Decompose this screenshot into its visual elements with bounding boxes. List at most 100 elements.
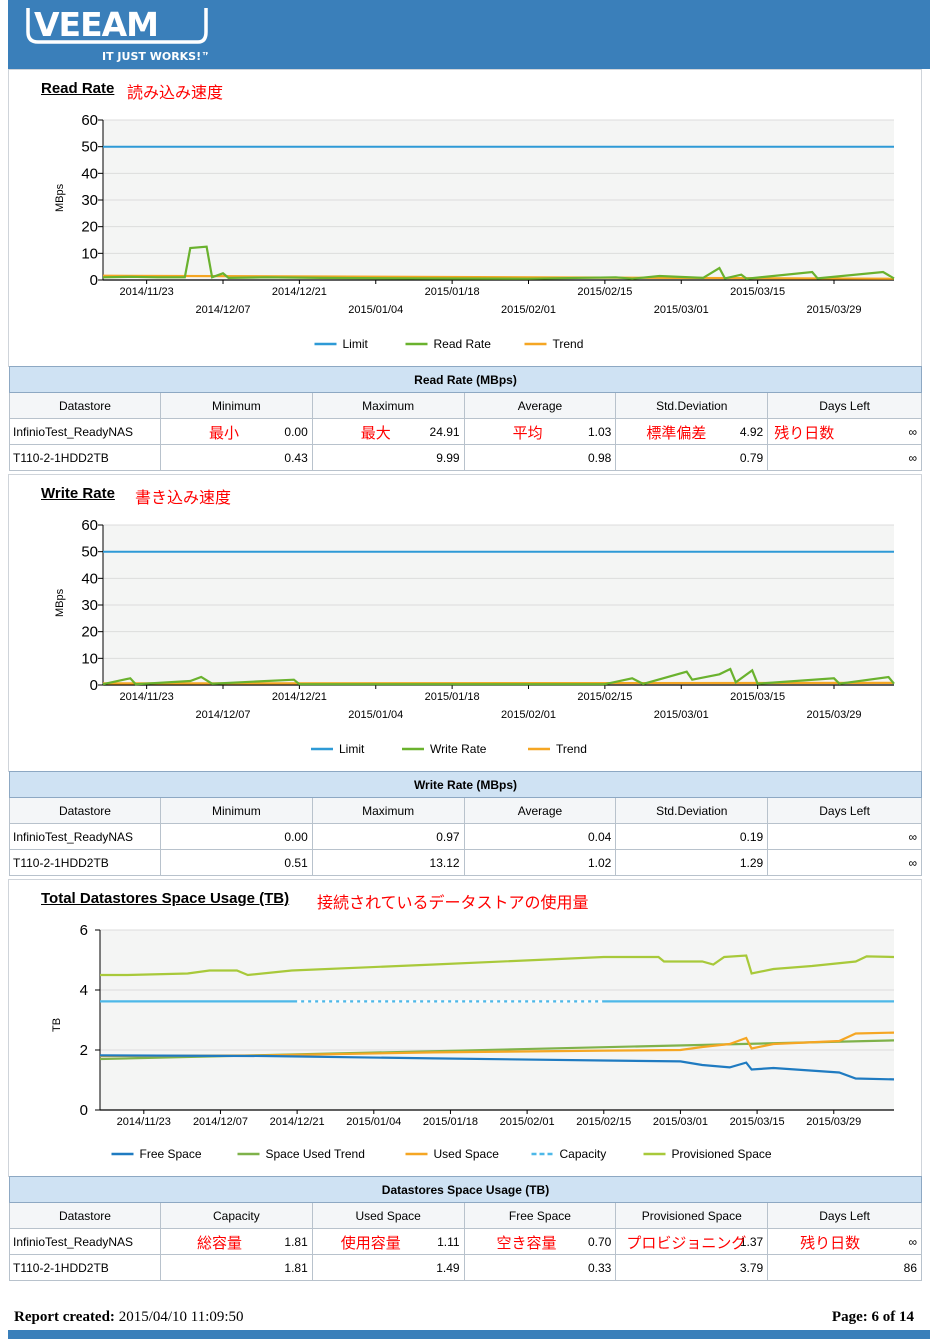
cell-capacity: 1.81 [159, 1254, 313, 1281]
x-tick-label: 2015/03/01 [654, 304, 709, 316]
table-row: InfinioTest_ReadyNAS 0.00 0.97 0.04 0.19… [9, 823, 922, 850]
x-tick-label: 2015/03/15 [730, 691, 785, 703]
x-tick-label: 2015/02/01 [500, 1116, 555, 1128]
col-header: Datastore [9, 797, 161, 824]
y-tick-label: 30 [81, 597, 98, 614]
y-tick-label: 0 [90, 272, 98, 289]
y-tick-label: 30 [81, 192, 98, 209]
annot-free-space: 空き容量 [496, 1234, 557, 1252]
logo-wordmark: VEEAM [34, 5, 158, 44]
col-header: Maximum [311, 392, 465, 419]
cell-datastore: T110-2-1HDD2TB [9, 849, 161, 876]
x-tick-label: 2015/03/01 [653, 1116, 708, 1128]
x-tick-label: 2015/01/04 [346, 1116, 401, 1128]
x-tick-label: 2015/01/04 [348, 709, 403, 721]
report-header: VEEAM IT JUST WORKS!™ [8, 0, 930, 69]
y-tick-label: 4 [80, 982, 88, 999]
cell-capacity: 総容量 1.81 [159, 1228, 313, 1255]
cell-minimum: 0.43 [159, 444, 313, 471]
read-rate-chart: 0 10 20 30 40 50 60 MBps 2014/11/23 2014/12/21 201… [54, 112, 895, 351]
legend-label-limit: Limit [343, 337, 369, 351]
page-of: of [882, 1309, 896, 1325]
legend-label-limit: Limit [339, 742, 365, 756]
x-tick-label: 2015/02/01 [501, 304, 556, 316]
legend-label-read-rate: Read Rate [434, 337, 492, 351]
table-row: InfinioTest_ReadyNAS 総容量 1.81 使用容量 1.11 空き… [9, 1228, 922, 1255]
table-header-row: Datastore Minimum Maximum Average Std.De… [9, 392, 922, 419]
y-tick-label: 40 [81, 165, 98, 182]
x-tick-label: 2015/01/04 [348, 304, 403, 316]
cell-value: 1.37 [739, 1234, 764, 1249]
report-created: Report created: 2015/04/10 11:09:50 [14, 1309, 244, 1326]
y-axis-label: TB [51, 1018, 63, 1032]
cell-value: 24.91 [429, 424, 460, 439]
read-rate-annotation: 読み込み速度 [127, 83, 224, 102]
cell-maximum: 0.97 [311, 823, 465, 850]
annot-stddev: 標準偏差 [646, 424, 707, 442]
x-tick-label: 2015/02/15 [577, 691, 632, 703]
x-tick-label: 2015/03/29 [806, 1116, 861, 1128]
cell-free-space: 空き容量 0.70 [463, 1228, 617, 1255]
y-tick-label: 50 [81, 139, 98, 156]
page-indicator: Page: 6 of 14 [832, 1309, 914, 1326]
col-header: Datastore [9, 392, 161, 419]
y-tick-label: 40 [81, 570, 98, 587]
cell-value: 1.81 [284, 1234, 308, 1249]
x-tick-label: 2014/11/23 [120, 286, 174, 298]
x-tick-label: 2015/03/15 [730, 1116, 785, 1128]
cell-days-left: ∞ [767, 849, 922, 876]
cell-average: 0.98 [463, 444, 617, 471]
cell-stddev: 0.79 [615, 444, 769, 471]
col-header: Free Space [463, 1202, 617, 1229]
col-header: Std.Deviation [615, 392, 769, 419]
x-tick-label: 2015/02/15 [577, 286, 632, 298]
annot-minimum: 最小 [208, 424, 239, 442]
legend-label-trend: Trend [553, 337, 584, 351]
x-tick-label: 2014/12/21 [270, 1116, 325, 1128]
series-read-rate [102, 245, 895, 280]
annot-days-left: 残り日数 [774, 424, 835, 442]
legend-label-provisioned-space: Provisioned Space [672, 1147, 772, 1161]
space-usage-table-caption: Datastores Space Usage (TB) [9, 1176, 922, 1203]
col-header: Minimum [159, 392, 313, 419]
cell-datastore: InfinioTest_ReadyNAS [9, 823, 161, 850]
cell-stddev: 0.19 [615, 823, 769, 850]
y-tick-label: 20 [81, 219, 98, 236]
page-current: 6 [871, 1309, 880, 1325]
cell-value: ∞ [908, 1234, 917, 1249]
y-axis-label: MBps [54, 183, 66, 212]
x-tick-label: 2015/02/01 [501, 709, 556, 721]
footer-bar [8, 1330, 930, 1339]
col-header: Maximum [311, 797, 465, 824]
write-rate-annotation: 書き込み速度 [135, 488, 232, 507]
col-header: Capacity [159, 1202, 313, 1229]
cell-stddev: 1.29 [615, 849, 769, 876]
space-usage-chart: 0 2 4 6 TB 2014/11/23 2014/12/07 2014/12/21 2015… [51, 922, 895, 1161]
cell-days-left: 86 [767, 1254, 922, 1281]
cell-used-space: 使用容量 1.11 [311, 1228, 465, 1255]
series-free-space [99, 1054, 895, 1081]
cell-value: 0.00 [284, 424, 308, 439]
col-header: Days Left [767, 392, 922, 419]
cell-used-space: 1.49 [311, 1254, 465, 1281]
y-axis-label: MBps [54, 588, 66, 617]
space-usage-title: Total Datastores Space Usage (TB) [41, 890, 290, 907]
y-tick-label: 0 [90, 677, 98, 694]
report-created-label: Report created: [14, 1309, 115, 1325]
cell-value: 0.70 [587, 1234, 612, 1249]
cell-stddev: 標準偏差 4.92 [615, 418, 769, 445]
annot-provisioned: プロビジョニング [626, 1234, 747, 1252]
table-row: InfinioTest_ReadyNAS 最小 0.00 最大 24.91 平均 1.… [9, 418, 922, 445]
x-tick-label: 2014/12/07 [193, 1116, 248, 1128]
cell-datastore: InfinioTest_ReadyNAS [9, 1228, 161, 1255]
read-rate-table-caption: Read Rate (MBps) [9, 366, 922, 393]
legend-label-free-space: Free Space [140, 1147, 202, 1161]
y-tick-label: 6 [80, 922, 88, 939]
col-header: Days Left [767, 797, 922, 824]
col-header: Average [463, 392, 617, 419]
col-header: Datastore [9, 1202, 161, 1229]
cell-minimum: 0.00 [159, 823, 313, 850]
cell-average: 1.02 [463, 849, 617, 876]
annot-used-space: 使用容量 [340, 1234, 401, 1252]
cell-datastore: T110-2-1HDD2TB [9, 1254, 161, 1281]
